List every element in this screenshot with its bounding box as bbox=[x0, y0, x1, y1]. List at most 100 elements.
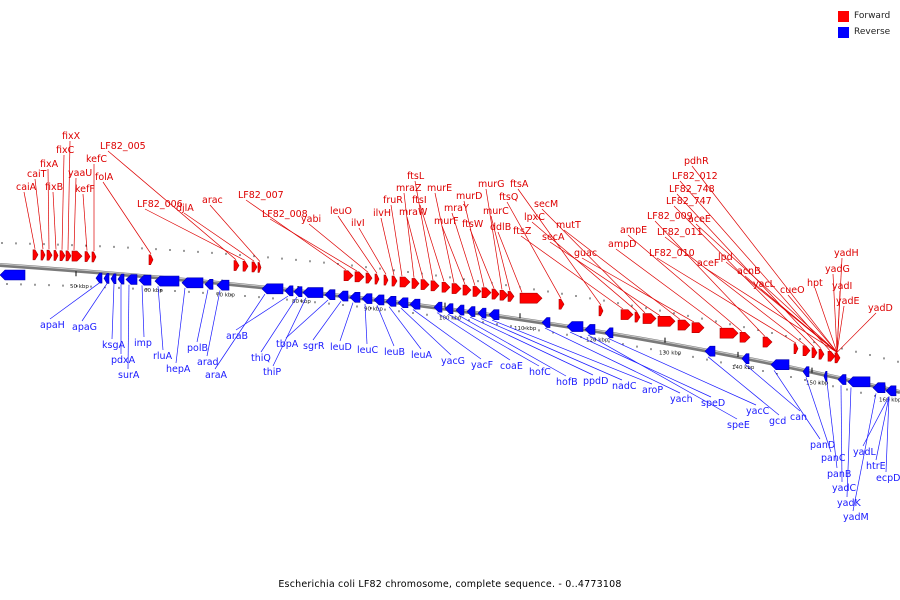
reverse-gene-arrow bbox=[324, 289, 336, 301]
forward-leader bbox=[541, 208, 646, 314]
reverse-leader bbox=[862, 396, 890, 447]
forward-leader bbox=[581, 257, 695, 323]
forward-gene-label: kefF bbox=[75, 184, 95, 195]
reverse-gene-label: leuD bbox=[330, 342, 352, 353]
forward-gene-arrow bbox=[499, 289, 509, 301]
reverse-gene-arrow bbox=[885, 385, 897, 397]
forward-gene-label: murF bbox=[434, 216, 459, 227]
reverse-gene-arrow bbox=[455, 304, 465, 316]
forward-leader bbox=[441, 225, 466, 285]
reverse-gene-label: yadL bbox=[853, 447, 876, 458]
reverse-gene-label: imp bbox=[134, 338, 152, 349]
reverse-leader bbox=[260, 296, 298, 353]
forward-gene-label: LF82_010 bbox=[649, 248, 695, 259]
forward-gene-arrow bbox=[491, 288, 500, 300]
reverse-gene-label: ecpD bbox=[876, 473, 900, 484]
reverse-leader bbox=[587, 334, 738, 420]
tick-label: 90 kbp bbox=[364, 307, 383, 313]
forward-gene-arrow bbox=[257, 262, 262, 273]
forward-leader bbox=[627, 234, 743, 332]
reverse-gene-arrow bbox=[284, 285, 294, 297]
reverse-leader bbox=[840, 385, 843, 483]
reverse-gene-arrow bbox=[770, 359, 790, 371]
reverse-gene-arrow bbox=[110, 273, 117, 285]
reverse-gene-arrow bbox=[293, 286, 303, 297]
forward-gene-label: aceF bbox=[697, 258, 719, 269]
tick-label: 140 kbp bbox=[732, 365, 755, 371]
forward-gene-label: LF82_748 bbox=[669, 184, 715, 195]
forward-leader bbox=[67, 140, 71, 250]
forward-gene-arrow bbox=[242, 260, 249, 272]
reverse-gene-arrow bbox=[117, 273, 125, 285]
reverse-leader bbox=[339, 302, 354, 342]
forward-gene-label: mraY bbox=[444, 203, 469, 214]
reverse-gene-label: panB bbox=[827, 469, 851, 480]
reverse-gene-arrow bbox=[302, 287, 324, 298]
tick-label: 100 kbp bbox=[439, 316, 462, 322]
reverse-gene-label: polB bbox=[187, 343, 208, 354]
forward-gene-arrow bbox=[399, 276, 411, 288]
reverse-gene-arrow bbox=[397, 297, 409, 309]
reverse-leader bbox=[469, 316, 594, 376]
forward-leader bbox=[209, 204, 261, 262]
forward-gene-label: ampD bbox=[608, 239, 636, 250]
forward-leader bbox=[102, 181, 152, 255]
forward-gene-label: yadH bbox=[834, 248, 859, 259]
forward-gene-label: arac bbox=[202, 195, 223, 206]
forward-gene-label: leuO bbox=[330, 206, 352, 217]
legend-reverse: Reverse bbox=[838, 25, 900, 40]
forward-gene-arrow bbox=[691, 322, 705, 333]
forward-gene-arrow bbox=[53, 250, 59, 261]
forward-leader bbox=[380, 217, 395, 276]
forward-gene-label: murG bbox=[478, 179, 505, 190]
label-leader-lines bbox=[23, 140, 890, 512]
reverse-leader bbox=[388, 306, 422, 350]
reverse-leader bbox=[312, 301, 342, 341]
reverse-gene-arrow bbox=[541, 317, 551, 328]
reverse-gene-label: yadM bbox=[843, 512, 869, 523]
reverse-gene-label: leuB bbox=[384, 347, 405, 358]
tick-label: 70 kbp bbox=[216, 293, 235, 299]
forward-gene-label: ddlB bbox=[490, 222, 511, 233]
forward-leader bbox=[497, 231, 523, 293]
reverse-gene-label: yacF bbox=[471, 360, 493, 371]
reverse-gene-label: araB bbox=[226, 331, 248, 342]
reverse-leader bbox=[175, 287, 186, 364]
forward-leader bbox=[47, 168, 50, 250]
forward-gene-label: mraZ bbox=[396, 183, 422, 194]
forward-gene-label: ilvH bbox=[373, 208, 391, 219]
reverse-gene-label: thiQ bbox=[251, 353, 271, 364]
forward-leader bbox=[358, 227, 387, 275]
reverse-gene-label: gcd bbox=[769, 416, 786, 427]
forward-gene-label: murE bbox=[427, 183, 452, 194]
forward-gene-arrow bbox=[834, 352, 841, 364]
reverse-gene-label: yacC bbox=[746, 406, 770, 417]
forward-gene-arrow bbox=[677, 319, 691, 331]
forward-gene-arrow bbox=[719, 327, 739, 339]
reverse-gene-arrow bbox=[204, 279, 214, 290]
reverse-gene-label: yadK bbox=[837, 498, 861, 509]
forward-leader bbox=[549, 241, 661, 316]
forward-leader bbox=[308, 223, 369, 273]
reverse-leader bbox=[875, 396, 890, 461]
forward-gene-label: yadI bbox=[832, 281, 852, 292]
reverse-gene-arrow bbox=[138, 274, 152, 286]
forward-gene-label: fruR bbox=[383, 195, 403, 206]
reverse-leader bbox=[157, 286, 164, 351]
forward-leader bbox=[73, 177, 77, 251]
forward-gene-arrow bbox=[472, 286, 482, 297]
tick-label: 50 kbp bbox=[70, 284, 89, 290]
forward-gene-arrow bbox=[430, 280, 440, 292]
reverse-leader bbox=[852, 393, 877, 512]
forward-leader bbox=[183, 212, 255, 262]
forward-gene-label: yadD bbox=[868, 303, 893, 314]
forward-swatch bbox=[838, 11, 849, 22]
tick-label: 150 kbp bbox=[806, 381, 829, 387]
forward-leader bbox=[414, 180, 434, 281]
reverse-gene-label: hepA bbox=[166, 364, 191, 375]
reverse-gene-arrow bbox=[847, 376, 871, 388]
forward-gene-label: djlA bbox=[176, 203, 194, 214]
reverse-gene-label: aroP bbox=[642, 385, 663, 396]
reverse-leader bbox=[607, 338, 757, 406]
forward-leader bbox=[469, 228, 495, 289]
